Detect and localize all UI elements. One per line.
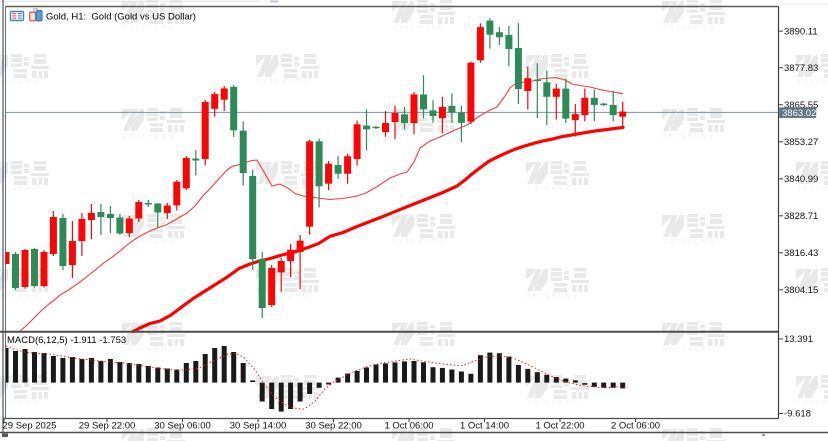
svg-text:30 Sep 22:00: 30 Sep 22:00 xyxy=(305,421,362,432)
svg-text:1 Oct 22:00: 1 Oct 22:00 xyxy=(535,421,584,432)
svg-text:3853.27: 3853.27 xyxy=(784,137,818,148)
svg-text:Gold, H1: Gold (Gold vs US Do: Gold, H1: Gold (Gold vs US Dollar) xyxy=(46,12,196,23)
svg-text:1 Oct 14:00: 1 Oct 14:00 xyxy=(460,421,509,432)
svg-text:3865.55: 3865.55 xyxy=(784,100,818,111)
svg-text:2 Oct 06:00: 2 Oct 06:00 xyxy=(611,421,660,432)
svg-text:-9.618: -9.618 xyxy=(784,409,811,420)
svg-text:3828.71: 3828.71 xyxy=(784,211,818,222)
svg-text:30 Sep 14:00: 30 Sep 14:00 xyxy=(230,421,287,432)
svg-text:3816.43: 3816.43 xyxy=(784,248,818,259)
svg-text:3804.15: 3804.15 xyxy=(784,285,818,296)
svg-text:30 Sep 06:00: 30 Sep 06:00 xyxy=(154,421,211,432)
svg-text:13.391: 13.391 xyxy=(784,334,813,345)
svg-text:3890.11: 3890.11 xyxy=(784,26,818,37)
svg-text:MACD(6,12,5) -1.911 -1.753: MACD(6,12,5) -1.911 -1.753 xyxy=(7,335,126,346)
svg-text:3863.02: 3863.02 xyxy=(782,108,816,119)
svg-text:1 Oct 06:00: 1 Oct 06:00 xyxy=(384,421,433,432)
svg-text:29 Sep 22:00: 29 Sep 22:00 xyxy=(79,421,136,432)
svg-text:3877.83: 3877.83 xyxy=(784,63,818,74)
svg-text:29 Sep 2025: 29 Sep 2025 xyxy=(3,421,57,432)
svg-text:3840.99: 3840.99 xyxy=(784,174,818,185)
